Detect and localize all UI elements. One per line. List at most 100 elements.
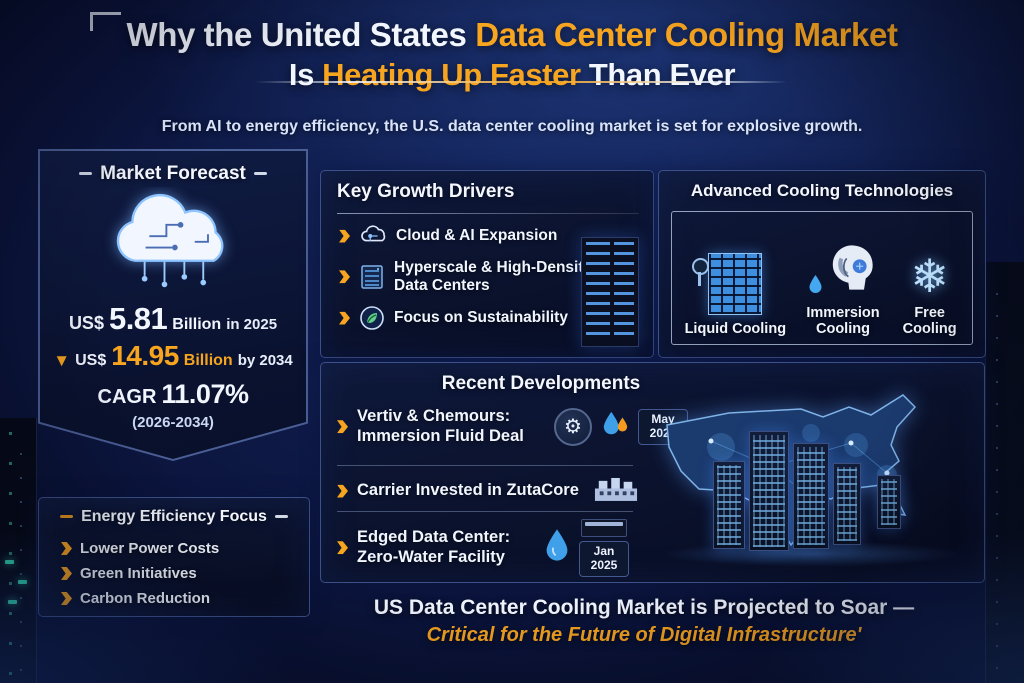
development-text: Carrier Invested in ZutaCore	[357, 481, 585, 501]
chevron-icon	[61, 567, 72, 580]
title-line2-pre: Is	[288, 57, 323, 92]
title-underline-decoration	[337, 213, 639, 214]
cooling-tech-label: Free Cooling	[902, 304, 957, 338]
cagr-label: CAGR	[97, 386, 157, 408]
title-line2-post: Than Ever	[580, 57, 736, 92]
forecast-2025-unit: Billion	[172, 316, 222, 333]
title-line2-wrap: Is Heating Up Faster Than Ever	[255, 57, 788, 93]
map-server-tower	[793, 443, 829, 549]
divider	[337, 511, 633, 512]
development-line1: Edged Data Center:	[357, 528, 511, 546]
hyperscale-servers-icon	[359, 264, 385, 290]
cooling-tech-item: Liquid Cooling	[683, 220, 787, 338]
liquid-cooling-rack-icon	[692, 253, 763, 316]
cooling-technologies-panel: Advanced Cooling Technologies Liquid Coo…	[658, 170, 986, 358]
down-arrow-icon: ▼	[53, 351, 71, 370]
sustainability-leaf-icon	[359, 305, 385, 331]
rack-light	[8, 600, 17, 604]
gear-icon: ⚙	[554, 407, 592, 446]
facility-group: Jan 2025	[579, 519, 629, 577]
snowflake-icon: ❄	[910, 249, 949, 302]
energy-efficiency-list: Lower Power Costs Green Initiatives Carb…	[61, 536, 299, 611]
growth-driver-item: Hyperscale & High-Density Data Centers	[339, 259, 599, 295]
map-server-tower	[713, 461, 745, 549]
chevron-icon	[61, 592, 72, 605]
title-dash	[274, 515, 288, 519]
development-text: Vertiv & Chemours: Immersion Fluid Deal	[357, 407, 545, 447]
title-line1-orange: Data Center Cooling Market	[475, 16, 898, 53]
map-server-tower	[749, 431, 789, 551]
title-dash	[79, 172, 93, 176]
cooling-tech-item: Immersion Cooling	[802, 220, 884, 338]
market-forecast-panel: Market Forecast US$	[38, 149, 308, 461]
title-line2-orange: Heating Up Faster	[322, 57, 581, 92]
building-icon	[594, 475, 638, 507]
water-drop-icon	[808, 274, 823, 299]
cooling-technologies-title: Advanced Cooling Technologies	[690, 181, 954, 200]
title-line1-white: Why the United States	[126, 16, 476, 53]
rack-light	[5, 560, 14, 564]
chevron-icon	[339, 270, 350, 284]
currency-label: US$	[75, 352, 107, 369]
cagr-period: (2026-2034)	[132, 414, 214, 431]
divider	[337, 465, 633, 466]
title-dash	[60, 515, 74, 519]
chevron-icon	[339, 311, 350, 325]
currency-label: US$	[68, 313, 104, 333]
chevron-icon	[61, 542, 72, 555]
market-forecast-panel-inner: Market Forecast US$	[40, 151, 306, 459]
left-server-rack-decoration	[0, 418, 37, 683]
footer-line2: Critical for the Future of Digital Infra…	[426, 624, 862, 646]
forecast-2034-row: ▼ US$ 14.95 Billion by 2034	[40, 340, 306, 372]
recent-developments-panel: Recent Developments Vertiv & Chemours: I…	[320, 362, 985, 583]
main-title-line2: Is Heating Up Faster Than Ever	[0, 57, 1024, 93]
right-server-tower-decoration	[985, 262, 1024, 683]
list-item: Carbon Reduction	[61, 586, 299, 611]
development-text: Edged Data Center: Zero-Water Facility	[357, 528, 535, 568]
forecast-2025-value: 5.81	[108, 301, 168, 336]
cooling-tech-item: ❄ Free Cooling	[899, 220, 961, 338]
development-line2: Immersion Fluid Deal	[357, 426, 524, 445]
recent-developments-title: Recent Developments	[441, 373, 641, 394]
growth-drivers-title: Key Growth Drivers	[337, 181, 515, 202]
chevron-icon	[337, 541, 348, 555]
main-title-line1: Why the United States Data Center Coolin…	[0, 16, 1024, 54]
development-item: Edged Data Center: Zero-Water Facility J…	[337, 519, 629, 577]
cloud-circuit-icon	[89, 187, 257, 296]
facility-icon	[581, 519, 627, 537]
fluid-drops-icon	[601, 410, 629, 443]
development-line1: Carrier Invested in ZutaCore	[357, 481, 579, 500]
cooling-technologies-box: Liquid Cooling Immersion C	[671, 211, 973, 345]
title-dash	[253, 172, 267, 176]
forecast-2034-unit: Billion	[183, 352, 233, 369]
market-forecast-title: Market Forecast	[40, 163, 306, 185]
date-badge: Jan 2025	[579, 541, 629, 577]
energy-efficiency-panel: Energy Efficiency Focus Lower Power Cost…	[38, 497, 310, 617]
cagr-value: 11.07%	[161, 379, 249, 409]
map-server-tower	[833, 463, 861, 545]
growth-drivers-panel: Key Growth Drivers Cloud & AI Expansion …	[320, 170, 654, 358]
forecast-2025-year: in 2025	[226, 316, 278, 333]
development-item: Carrier Invested in ZutaCore	[337, 475, 638, 507]
water-drop-icon	[544, 528, 570, 567]
cooling-tech-label: Immersion Cooling	[806, 304, 880, 338]
chevron-icon	[339, 229, 350, 243]
footer-line1: US Data Center Cooling Market is Project…	[373, 596, 915, 619]
forecast-2034-value: 14.95	[111, 340, 179, 371]
us-map	[651, 387, 973, 573]
list-item: Green Initiatives	[61, 561, 299, 586]
growth-driver-item: Cloud & AI Expansion	[339, 225, 557, 247]
development-item: Vertiv & Chemours: Immersion Fluid Deal …	[337, 407, 688, 447]
list-item: Lower Power Costs	[61, 536, 299, 561]
growth-driver-item: Focus on Sustainability	[339, 305, 568, 331]
corner-bracket-decoration	[90, 12, 121, 31]
energy-efficiency-title: Energy Efficiency Focus	[39, 508, 309, 526]
ai-head-icon	[825, 242, 877, 299]
forecast-2034-year: by 2034	[237, 352, 293, 369]
rack-light	[18, 580, 27, 584]
forecast-2025-row: US$ 5.81 Billion in 2025	[40, 301, 306, 337]
subtitle: From AI to energy efficiency, the U.S. d…	[161, 118, 863, 135]
chevron-icon	[337, 420, 348, 434]
chevron-icon	[337, 484, 348, 498]
